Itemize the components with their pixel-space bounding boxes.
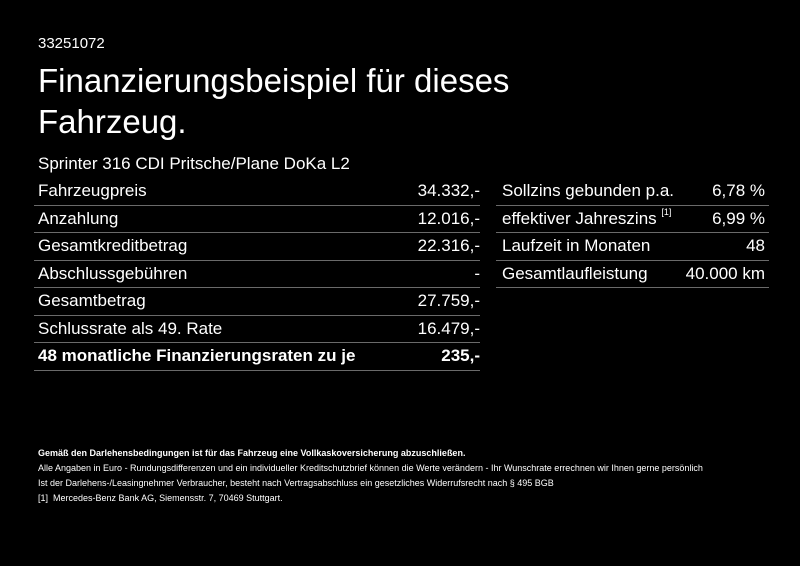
table-row: Gesamtlaufleistung 40.000 km (496, 260, 769, 288)
row-label: Abschlussgebühren (34, 260, 408, 288)
row-value: 16.479,- (407, 315, 480, 343)
disclaimer-line: Ist der Darlehens-/Leasingnehmer Verbrau… (38, 478, 554, 488)
page-title: Finanzierungsbeispiel für dieses Fahrzeu… (38, 62, 510, 140)
footnote-marker: [1] (38, 493, 49, 503)
row-label: effektiver Jahreszins (502, 208, 657, 228)
table-row: Laufzeit in Monaten 48 (496, 232, 769, 261)
row-label: Gesamtbetrag (34, 287, 408, 316)
row-label: Schlussrate als 49. Rate (34, 315, 408, 343)
row-label-cell: effektiver Jahreszins [1] (496, 205, 682, 233)
row-value: 235,- (407, 342, 480, 371)
table-row: Fahrzeugpreis 34.332,- (34, 178, 480, 206)
legal-footer: Gemäß den Darlehensbedingungen ist für d… (38, 446, 778, 506)
monthly-rate-row: 48 monatliche Finanzierungsraten zu je 2… (34, 342, 480, 371)
row-label: 48 monatliche Finanzierungsraten zu je (34, 342, 408, 371)
row-value: 40.000 km (681, 260, 769, 288)
row-value: 48 (681, 232, 769, 261)
footnote-text: Mercedes-Benz Bank AG, Siemensstr. 7, 70… (53, 493, 283, 503)
reference-number: 33251072 (38, 35, 105, 52)
row-value: 27.759,- (407, 287, 480, 316)
insurance-note: Gemäß den Darlehensbedingungen ist für d… (38, 448, 466, 458)
table-row: Gesamtbetrag 27.759,- (34, 287, 480, 316)
interest-details-table: Sollzins gebunden p.a. 6,78 % effektiver… (496, 178, 769, 288)
row-value: - (407, 260, 480, 288)
table-row: Schlussrate als 49. Rate 16.479,- (34, 315, 480, 343)
row-value: 12.016,- (407, 205, 480, 233)
financing-details-table: Fahrzeugpreis 34.332,- Anzahlung 12.016,… (34, 178, 480, 371)
table-row: Anzahlung 12.016,- (34, 205, 480, 233)
table-row: Gesamtkreditbetrag 22.316,- (34, 232, 480, 261)
table-row: effektiver Jahreszins [1] 6,99 % (496, 205, 769, 233)
row-label: Gesamtkreditbetrag (34, 232, 408, 261)
row-value: 22.316,- (407, 232, 480, 261)
row-label: Anzahlung (34, 205, 408, 233)
footnote: [1] Mercedes-Benz Bank AG, Siemensstr. 7… (38, 491, 778, 506)
row-value: 6,99 % (681, 205, 769, 233)
row-value: 6,78 % (681, 178, 769, 206)
row-label: Gesamtlaufleistung (496, 260, 682, 288)
row-value: 34.332,- (407, 178, 480, 206)
table-row: Sollzins gebunden p.a. 6,78 % (496, 178, 769, 206)
footnote-marker: [1] (661, 206, 672, 217)
table-row: Abschlussgebühren - (34, 260, 480, 288)
row-label: Fahrzeugpreis (34, 178, 408, 206)
vehicle-model: Sprinter 316 CDI Pritsche/Plane DoKa L2 (38, 154, 350, 173)
row-label: Laufzeit in Monaten (496, 232, 682, 261)
disclaimer-line: Alle Angaben in Euro - Rundungsdifferenz… (38, 463, 703, 473)
row-label: Sollzins gebunden p.a. (496, 178, 682, 206)
